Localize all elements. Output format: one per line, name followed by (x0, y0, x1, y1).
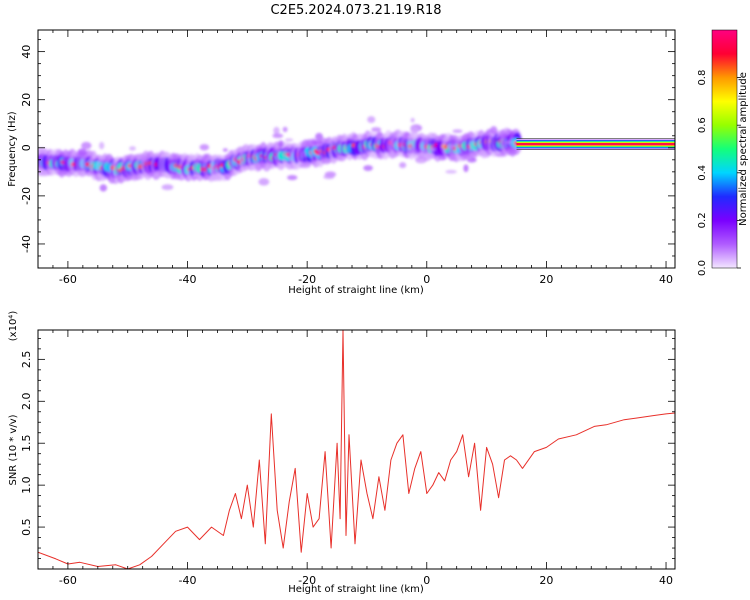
colorbar-tick-label: 0.8 (697, 70, 708, 86)
x-tick-label: -60 (59, 273, 77, 286)
spectrogram-heatmap (38, 116, 675, 192)
heatmap-speckle (323, 174, 335, 180)
heatmap-speckle (258, 178, 270, 186)
heatmap-speckle (287, 175, 298, 181)
heatmap-speckle (445, 169, 457, 174)
heatmap-speckle (409, 126, 419, 134)
heatmap-speckle (222, 148, 228, 152)
heatmap-speckle (278, 140, 284, 148)
heatmap-speckle (363, 165, 373, 171)
heatmap-speckle (505, 140, 513, 145)
x-tick-label: 40 (659, 273, 673, 286)
y-tick-label: 0 (20, 144, 33, 151)
x-tick-label: -20 (298, 273, 316, 286)
spectrogram-frame (37, 29, 676, 269)
heatmap-speckle (463, 164, 469, 173)
heatmap-speckle (191, 176, 197, 180)
x-tick-label: 20 (539, 574, 553, 587)
x-tick-label: 40 (659, 574, 673, 587)
y-tick-label: 40 (20, 45, 33, 59)
snr-series-line (38, 330, 675, 569)
x-tick-label: 0 (423, 273, 430, 286)
heatmap-speckle (300, 150, 307, 158)
snr-panel: -60 -40 -20 0 20 40 0.5 1.0 1.5 2.0 2.5 Height of … (8, 311, 676, 595)
heatmap-speckle (399, 162, 407, 169)
heatmap-speckle (410, 117, 415, 123)
heatmap-speckle (38, 147, 48, 153)
figure-title: C2E5.2024.073.21.19.R18 (270, 3, 441, 18)
spectrogram-y-axis-label: Frequency (Hz) (7, 111, 18, 187)
heatmap-tone-band (516, 143, 675, 145)
heatmap-speckle (371, 127, 382, 132)
snr-axes: -60 -40 -20 0 20 40 0.5 1.0 1.5 2.0 2.5 (20, 330, 675, 587)
x-tick-label: -40 (179, 273, 197, 286)
colorbar-ticks: 0.0 0.2 0.4 0.6 0.8 (697, 70, 741, 276)
heatmap-speckle (199, 144, 210, 151)
y-tick-label: 1.0 (20, 476, 33, 494)
y-tick-label: 20 (20, 93, 33, 107)
heatmap-speckle (273, 126, 280, 135)
heatmap-speckle (77, 148, 87, 156)
heatmap-speckle (284, 138, 294, 142)
colorbar: 0.0 0.2 0.4 0.6 0.8 Normalized spectral ampl… (697, 29, 749, 276)
colorbar-label: Normalized spectral amplitude (738, 72, 749, 226)
heatmap-blobs (38, 116, 523, 192)
heatmap-speckle (452, 129, 463, 134)
spectrogram-panel: -60 -40 -20 0 20 40 -40 -20 0 20 40 Height of stra… (7, 29, 676, 296)
heatmap-speckle (99, 184, 108, 192)
heatmap-speckle (367, 116, 376, 124)
snr-line-plot (38, 330, 675, 569)
x-tick-label: -60 (59, 574, 77, 587)
colorbar-tick-label: 0.4 (697, 165, 708, 181)
heatmap-speckle (500, 141, 506, 147)
heatmap-speckle (415, 156, 427, 164)
y-tick-label: 2.0 (20, 393, 33, 411)
heatmap-speckle (99, 141, 105, 150)
heatmap-speckle (472, 150, 479, 157)
y-tick-label: -40 (20, 235, 33, 253)
y-tick-label: -20 (20, 187, 33, 205)
heatmap-speckle (427, 147, 436, 152)
heatmap-speckle (282, 126, 288, 133)
x-tick-label: 20 (539, 273, 553, 286)
y-tick-label: 1.5 (20, 434, 33, 452)
x-tick-label: -40 (179, 574, 197, 587)
heatmap-speckle (155, 170, 161, 175)
spectrogram-axes: -60 -40 -20 0 20 40 -40 -20 0 20 40 (20, 30, 675, 286)
heatmap-speckle (161, 184, 174, 191)
heatmap-speckle (129, 146, 136, 151)
heatmap-speckle (490, 126, 498, 134)
snr-scale-label: (x10⁴) (8, 311, 19, 342)
colorbar-tick-label: 0.6 (697, 117, 708, 133)
colorbar-gradient (711, 29, 738, 269)
colorbar-tick-label: 0.2 (697, 212, 708, 228)
heatmap-speckle (139, 153, 148, 162)
y-tick-label: 2.5 (20, 351, 33, 369)
heatmap-speckle (81, 141, 92, 150)
x-tick-label: 0 (423, 574, 430, 587)
colorbar-tick-label: 0.0 (697, 260, 708, 276)
heatmap-speckle (467, 157, 477, 163)
heatmap-speckle (496, 153, 508, 157)
snr-x-axis-label: Height of straight line (km) (288, 584, 424, 595)
heatmap-speckle (446, 144, 455, 149)
spectrogram-x-axis-label: Height of straight line (km) (288, 285, 424, 296)
heatmap-speckle (299, 162, 312, 169)
x-tick-label: -20 (298, 574, 316, 587)
snr-frame (37, 329, 676, 570)
snr-y-axis-label: SNR (10 * v/v) (8, 414, 19, 485)
heatmap-speckle (272, 133, 284, 139)
heatmap-speckle (315, 132, 324, 141)
heatmap-speckle (311, 140, 323, 145)
y-tick-label: 0.5 (20, 518, 33, 536)
